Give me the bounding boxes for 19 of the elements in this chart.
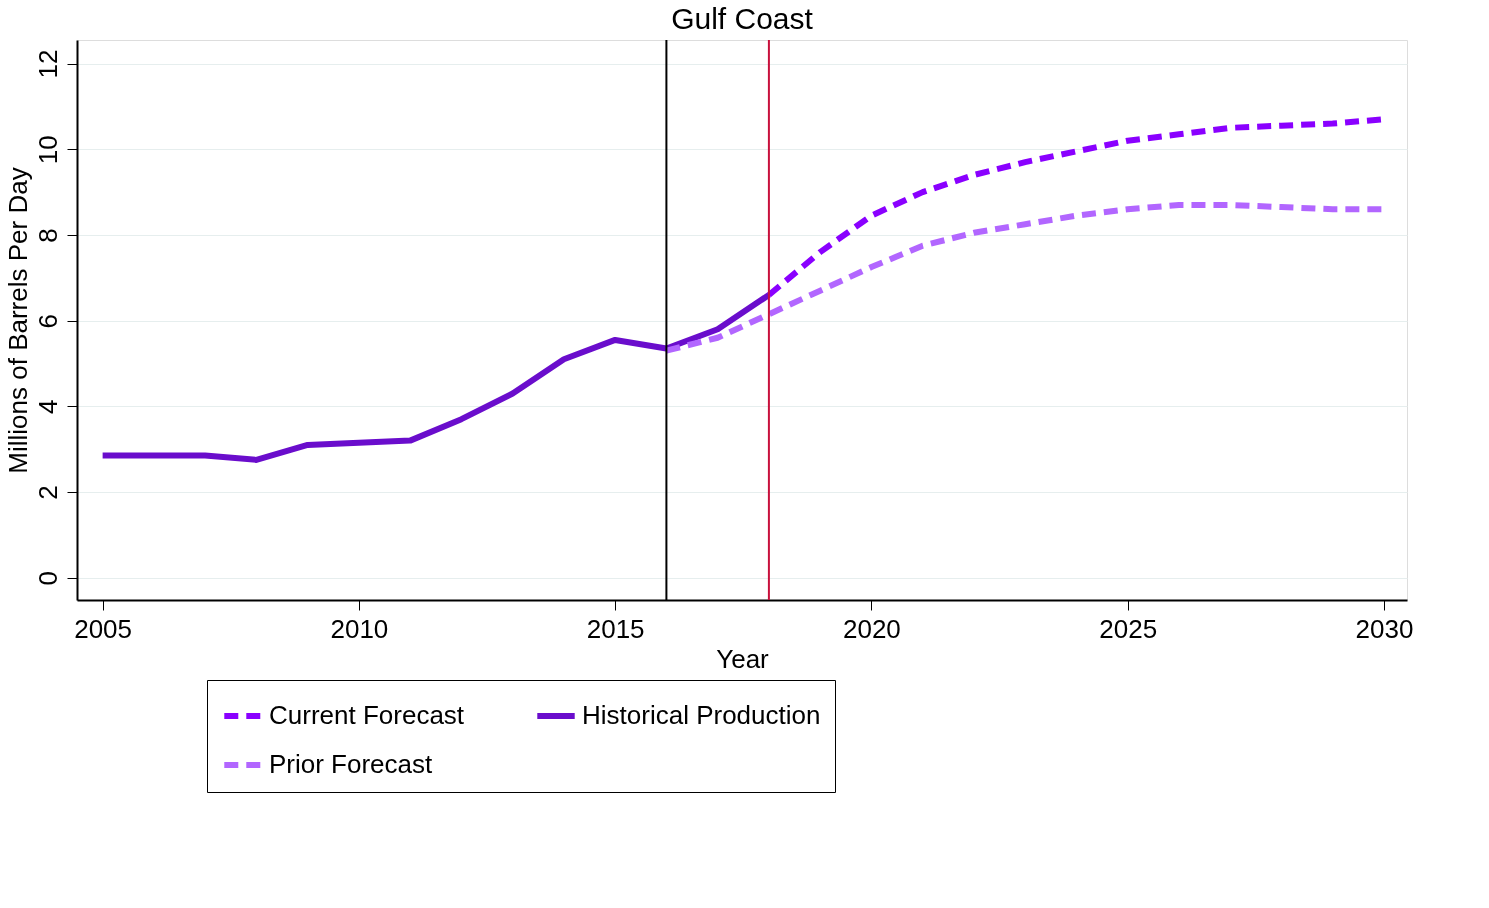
y-tick-label: 6 (32, 313, 63, 329)
y-axis-title: Millions of Barrels Per Day (2, 167, 33, 474)
y-tick-label: 4 (32, 399, 63, 415)
x-tick-label: 2025 (1099, 613, 1158, 644)
legend-label: Prior Forecast (269, 749, 434, 779)
x-axis-title: Year (716, 643, 770, 674)
x-tick-label: 2020 (842, 613, 901, 644)
y-tick-label: 12 (32, 49, 63, 79)
legend-label: Historical Production (582, 700, 821, 730)
y-tick-label: 10 (32, 135, 63, 165)
chart-title: Gulf Coast (671, 2, 814, 35)
legend-label: Current Forecast (269, 700, 465, 730)
x-tick-label: 2010 (330, 613, 389, 644)
y-tick-label: 0 (32, 570, 63, 586)
x-tick-label: 2030 (1355, 613, 1414, 644)
y-tick-label: 8 (32, 228, 63, 243)
y-tick-label: 2 (32, 485, 63, 500)
x-tick-label: 2005 (74, 613, 133, 644)
x-tick-label: 2015 (586, 613, 645, 644)
